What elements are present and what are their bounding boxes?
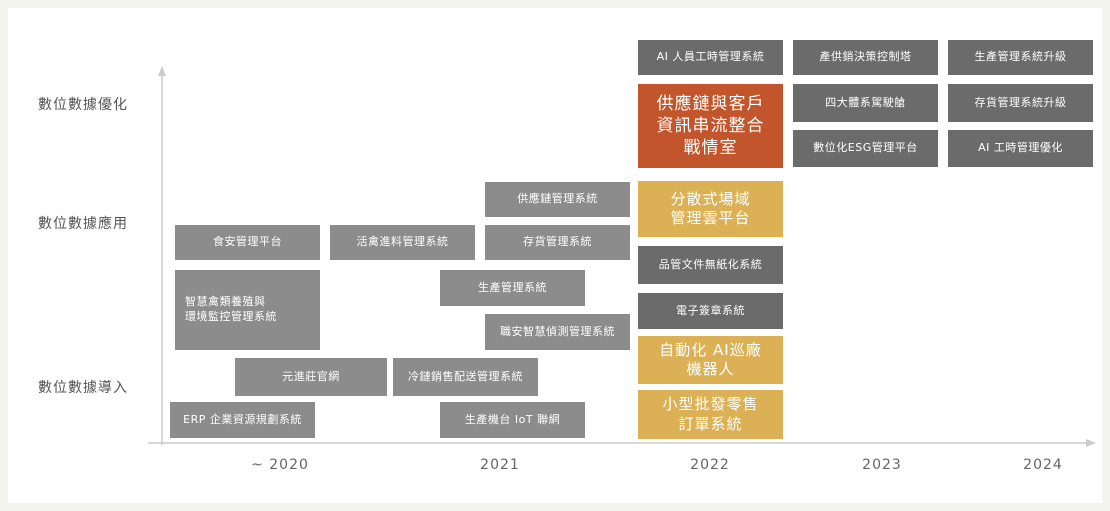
box-smart-poultry-system: 智慧禽類養殖與 環境監控管理系統 xyxy=(175,270,320,350)
x-label-2023: 2023 xyxy=(862,457,902,473)
x-label-2021: 2021 xyxy=(480,457,520,473)
box-control-tower: 產供銷決策控制塔 xyxy=(793,40,938,75)
box-wholesale-order: 小型批發零售 訂單系統 xyxy=(638,390,783,439)
box-cold-chain-delivery: 冷鏈銷售配送管理系統 xyxy=(393,358,538,396)
x-label-2020: ~ 2020 xyxy=(251,457,309,473)
box-food-safety-platform: 食安管理平台 xyxy=(175,225,320,260)
box-esg-platform: 數位化ESG管理平台 xyxy=(793,130,938,167)
box-e-signature: 電子簽章系統 xyxy=(638,293,783,329)
box-safety-detection: 職安智慧偵測管理系統 xyxy=(485,314,630,350)
y-label-apply: 數位數據應用 xyxy=(38,216,128,232)
x-axis-arrow xyxy=(1086,439,1096,447)
y-label-optimize: 數位數據優化 xyxy=(38,97,128,113)
box-erp-system: ERP 企業資源規劃系統 xyxy=(170,402,315,438)
box-machine-iot: 生產機台 IoT 聯網 xyxy=(440,402,585,438)
box-ai-worktime-optimize: AI 工時管理優化 xyxy=(948,130,1093,167)
box-four-systems-cockpit: 四大體系駕駛艙 xyxy=(793,84,938,122)
box-supply-chain-2021: 供應鏈管理系統 xyxy=(485,182,630,217)
box-paperless-qc: 品管文件無紙化系統 xyxy=(638,246,783,284)
box-inventory-upgrade: 存貨管理系統升級 xyxy=(948,84,1093,122)
box-inventory-2021: 存貨管理系統 xyxy=(485,225,630,260)
box-live-poultry-intake: 活禽進料管理系統 xyxy=(330,225,475,260)
box-yuanjin-website: 元進莊官網 xyxy=(235,358,387,396)
y-label-import: 數位數據導入 xyxy=(38,380,128,396)
y-axis-arrow xyxy=(158,66,166,76)
box-war-room: 供應鏈與客戶 資訊串流整合 戰情室 xyxy=(638,84,783,168)
box-ai-worktime-system: AI 人員工時管理系統 xyxy=(638,40,783,75)
x-label-2024: 2024 xyxy=(1023,457,1063,473)
box-production-2021: 生產管理系統 xyxy=(440,270,585,306)
box-distributed-cloud: 分散式場域 管理雲平台 xyxy=(638,181,783,237)
box-production-upgrade: 生產管理系統升級 xyxy=(948,40,1093,75)
box-ai-patrol-robot: 自動化 AI巡廠 機器人 xyxy=(638,336,783,384)
x-label-2022: 2022 xyxy=(690,457,730,473)
